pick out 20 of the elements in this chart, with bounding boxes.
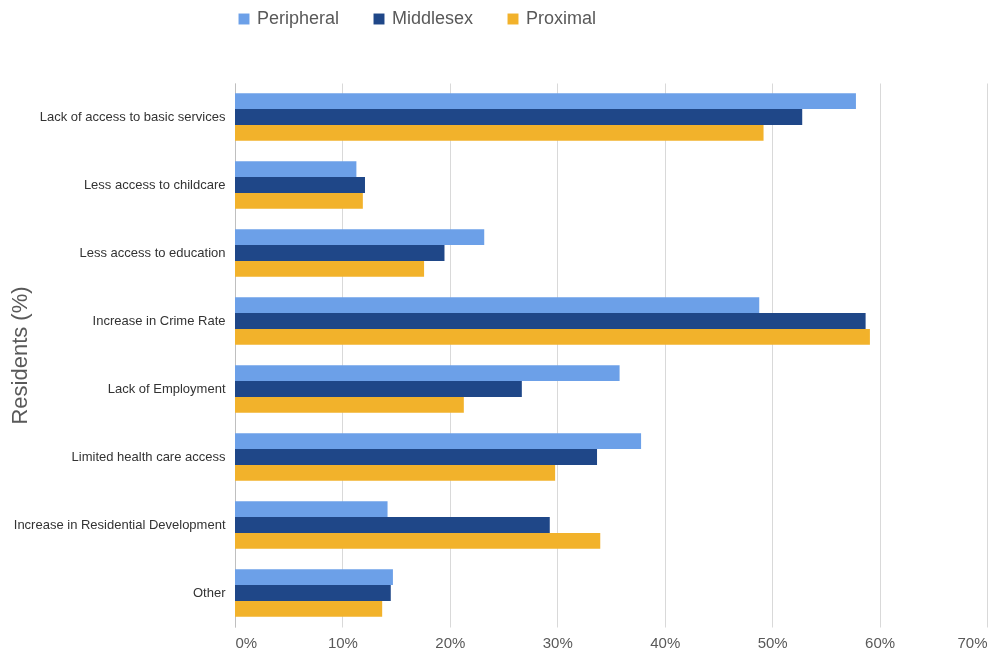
y-tick-label: Increase in Residential Development: [13, 517, 226, 532]
y-tick-label: Other: [192, 585, 227, 600]
legend-label: Peripheral: [257, 8, 340, 28]
y-tick-label: Less access to childcare: [83, 177, 226, 192]
x-tick-label: 20%: [435, 633, 466, 651]
legend-label: Middlesex: [392, 8, 474, 28]
x-tick-label: 0%: [235, 633, 258, 651]
x-tick-label: 40%: [650, 633, 681, 651]
x-tick-label: 30%: [542, 633, 573, 651]
x-tick-label: 70%: [957, 633, 988, 651]
y-tick-label: Increase in Crime Rate: [92, 313, 226, 328]
x-tick-label: 10%: [327, 633, 358, 651]
y-tick-label: Lack of Employment: [107, 381, 226, 396]
y-tick-label: Less access to education: [79, 245, 226, 260]
y-tick-label: Limited health care access: [71, 449, 226, 464]
x-tick-label: 60%: [865, 633, 896, 651]
y-tick-label: Lack of access to basic services: [39, 109, 226, 124]
x-tick-label: 50%: [757, 633, 788, 651]
legend-label: Proximal: [526, 8, 597, 28]
y-axis-title: Residents (%): [6, 286, 32, 425]
